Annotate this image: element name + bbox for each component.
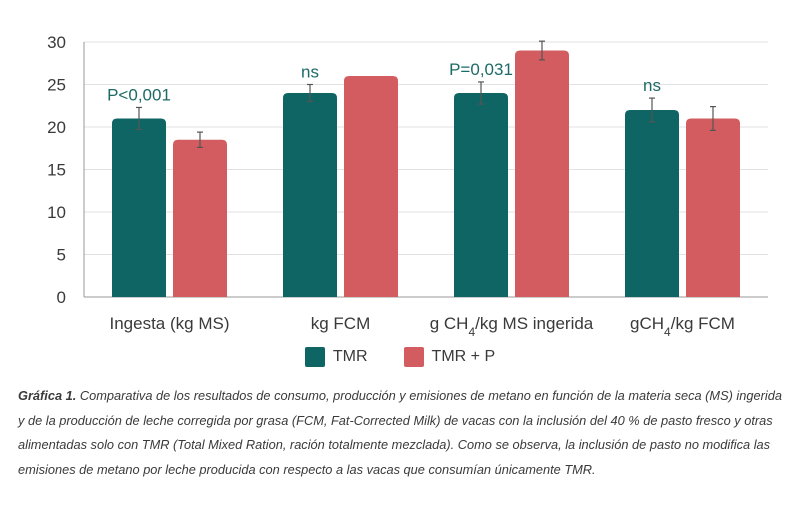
x-category-label: g CH4/kg MS ingerida [430,314,594,339]
y-tick-label: 10 [47,203,66,222]
caption-lead: Gráfica 1. [18,388,77,403]
y-tick-label: 0 [57,288,66,307]
significance-label: ns [643,76,661,95]
bar-chart: 0 5 10 15 20 25 30 P<0,001 Ingesta (kg MS) ns kg F… [47,33,768,339]
x-category-label: gCH4/kg FCM [630,314,735,339]
significance-label: ns [301,63,319,82]
bar [173,139,227,297]
legend-label-tmr-p: TMR + P [431,348,496,365]
bar [515,50,569,297]
legend-item-tmr-p: TMR + P [403,347,496,367]
y-tick-label: 30 [47,33,66,52]
y-tick-label: 5 [57,246,66,265]
y-tick-label: 20 [47,118,66,137]
caption-text: Comparativa de los resultados de consumo… [18,388,782,477]
bar [625,110,679,297]
bar [112,118,166,297]
figure-caption: Gráfica 1. Comparativa de los resultados… [18,384,788,482]
chart-legend: TMR TMR + P [0,342,800,372]
x-category-label: Ingesta (kg MS) [110,314,230,333]
legend-swatch-tmr-p [403,347,424,367]
significance-label: P=0,031 [449,60,513,79]
bar [283,93,337,297]
y-tick-label: 15 [47,161,66,180]
legend-label-tmr: TMR [332,348,368,365]
x-category-label: kg FCM [311,314,371,333]
legend-item-tmr: TMR [304,347,368,367]
bar [344,76,398,297]
legend-swatch-tmr [304,347,325,367]
bar [686,118,740,297]
significance-label: P<0,001 [107,85,171,104]
y-tick-label: 25 [47,76,66,95]
bar [454,93,508,297]
